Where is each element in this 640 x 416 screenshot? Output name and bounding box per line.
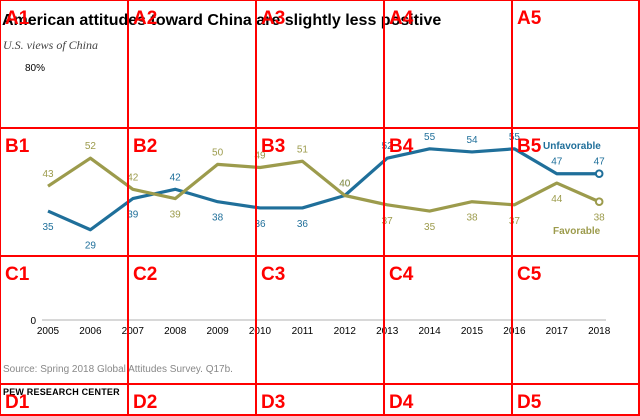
grid-cell-label: D4 [389, 392, 414, 413]
x-tick-label: 2005 [37, 326, 60, 337]
x-tick-label: 2011 [292, 326, 314, 337]
data-label: 44 [551, 194, 563, 205]
x-tick-label: 2010 [249, 326, 272, 337]
grid-cell-label: A1 [5, 8, 30, 29]
data-label: 47 [594, 157, 606, 168]
grid-cell-label: C5 [517, 264, 542, 285]
grid-cell-label: C3 [261, 264, 285, 285]
data-label: 39 [170, 210, 182, 221]
grid-cell-label: B5 [517, 136, 542, 157]
grid-cell-label: B4 [389, 136, 414, 157]
data-label: 37 [509, 216, 521, 227]
data-label: 29 [85, 241, 97, 252]
data-label: 55 [509, 132, 521, 143]
grid-cell-label: B2 [133, 136, 157, 157]
grid-cell-label: A2 [133, 8, 157, 29]
x-tick-label: 2008 [164, 326, 187, 337]
grid-cell-label: A5 [517, 8, 542, 29]
brand-label: PEW RESEARCH CENTER [3, 387, 120, 397]
data-label: 49 [254, 150, 266, 161]
x-tick-label: 2014 [418, 326, 441, 337]
data-label: 42 [170, 172, 182, 183]
data-label: 38 [212, 213, 224, 224]
data-label: 35 [424, 222, 436, 233]
grid-cell-label: C2 [133, 264, 157, 285]
chart-title: American attitudes toward China are slig… [2, 12, 442, 29]
grid-cell-label: B1 [5, 136, 30, 157]
data-label: 50 [212, 147, 224, 158]
data-label: 40 [339, 179, 351, 190]
end-point-marker [594, 169, 604, 179]
y-tick-top: 80% [25, 63, 46, 74]
series-line-favorable [47, 156, 600, 213]
data-label: 51 [297, 144, 309, 155]
series-name-favorable: Favorable [553, 226, 601, 237]
y-tick-zero: 0 [30, 316, 36, 327]
data-label: 38 [594, 213, 606, 224]
data-label: 43 [42, 169, 54, 180]
x-tick-label: 2015 [461, 326, 484, 337]
grid-cell-label: B3 [261, 136, 285, 157]
data-label: 39 [127, 210, 139, 221]
x-tick-label: 2016 [503, 326, 526, 337]
grid-cell-label: D2 [133, 392, 157, 413]
data-label: 38 [466, 213, 478, 224]
grid-cell-label: C4 [389, 264, 414, 285]
grid-cell-label: D5 [517, 392, 542, 413]
data-label: 52 [382, 141, 394, 152]
data-label: 37 [382, 216, 394, 227]
grid-cell-label: D1 [5, 392, 30, 413]
x-tick-label: 2009 [206, 326, 229, 337]
x-tick-label: 2006 [79, 326, 102, 337]
data-label: 35 [42, 222, 54, 233]
data-label: 40 [339, 179, 351, 190]
end-point-marker [594, 197, 604, 207]
x-tick-label: 2013 [376, 326, 399, 337]
x-tick-label: 2012 [334, 326, 357, 337]
grid-cell-label: D3 [261, 392, 285, 413]
data-label: 42 [127, 172, 139, 183]
data-label: 54 [466, 135, 478, 146]
data-label: 36 [254, 219, 266, 230]
data-label: 52 [85, 141, 97, 152]
data-label: 55 [424, 132, 436, 143]
x-tick-label: 2018 [588, 326, 611, 337]
chart-subtitle: U.S. views of China [3, 38, 98, 52]
x-tick-label: 2017 [546, 326, 569, 337]
data-label: 36 [297, 219, 309, 230]
x-tick-label: 2007 [122, 326, 145, 337]
grid-cell-label: A3 [261, 8, 285, 29]
grid-cell-label: A4 [389, 8, 414, 29]
source-note: Source: Spring 2018 Global Attitudes Sur… [3, 364, 233, 375]
series-line-unfavorable [47, 147, 600, 232]
grid-cell-label: C1 [5, 264, 30, 285]
series-name-unfavorable: Unfavorable [543, 141, 601, 152]
data-label: 47 [551, 157, 563, 168]
